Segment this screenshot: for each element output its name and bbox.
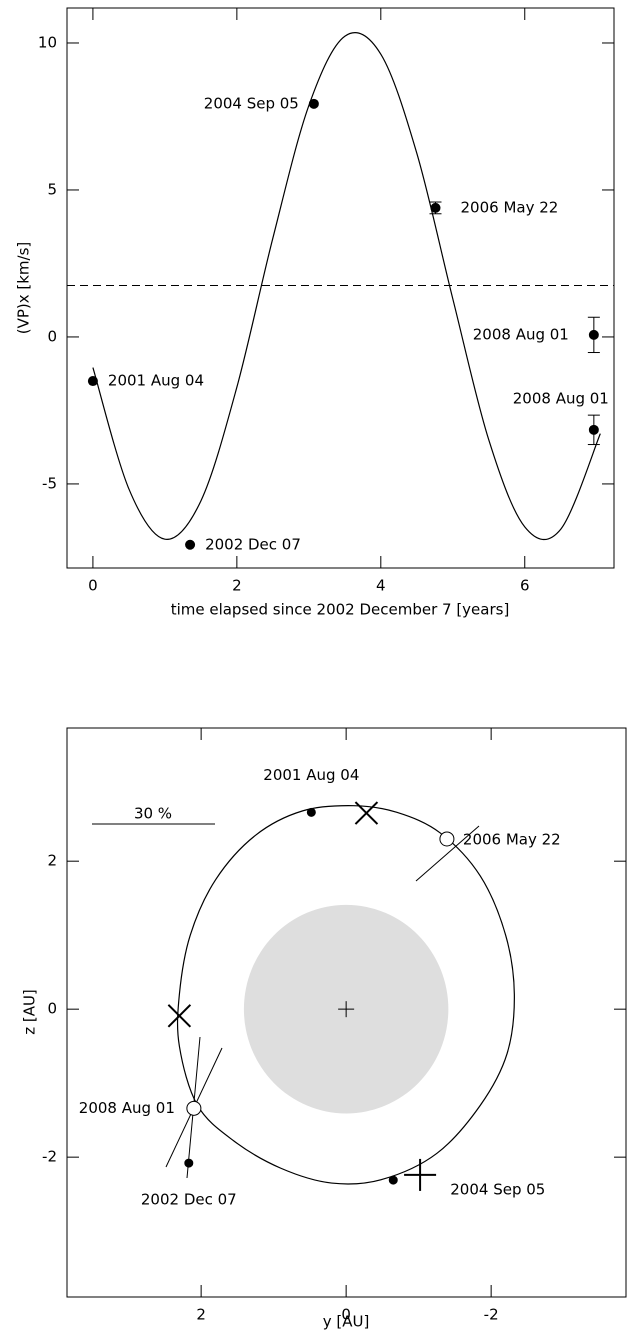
model-curve <box>92 32 601 541</box>
scale-label: 30 % <box>134 805 172 823</box>
data-point <box>588 424 599 435</box>
y-tick-label: -2 <box>42 1148 57 1166</box>
x-tick-label: -2 <box>484 1306 499 1324</box>
point-label: 2008 Aug 01 <box>473 325 569 343</box>
data-point <box>308 98 319 109</box>
x-tick-label: 2 <box>196 1306 206 1324</box>
cross-marker <box>167 1004 192 1028</box>
data-point <box>87 376 98 387</box>
point-label: 2001 Aug 04 <box>108 372 204 390</box>
x-tick-label: 0 <box>88 577 98 595</box>
x-tick-label: 6 <box>520 577 530 595</box>
cross-marker <box>354 801 379 825</box>
point-label: 2006 May 22 <box>461 198 559 216</box>
y-tick-label: 0 <box>47 1000 57 1018</box>
point-label: 2002 Dec 07 <box>141 1191 237 1209</box>
open-point <box>186 1100 202 1116</box>
point-label: 2001 Aug 04 <box>263 766 359 784</box>
point-label: 2002 Dec 07 <box>205 535 301 553</box>
point-label: 2006 May 22 <box>463 830 561 848</box>
x-tick-label: 4 <box>376 577 386 595</box>
data-point <box>185 539 196 550</box>
y-axis-label: z [AU] <box>21 989 39 1035</box>
x-tick-label: 2 <box>232 577 242 595</box>
data-point <box>306 807 316 817</box>
point-label: 2008 Aug 01 <box>513 389 609 407</box>
data-point <box>588 329 599 340</box>
open-point <box>439 831 455 847</box>
y-tick-label: 2 <box>47 852 57 870</box>
x-axis-label: y [AU] <box>323 1313 370 1331</box>
data-point <box>184 1158 194 1168</box>
y-axis-label: (VP)x [km/s] <box>15 242 33 335</box>
data-point <box>430 202 441 213</box>
data-point <box>388 1175 398 1185</box>
y-tick-label: 5 <box>47 180 57 198</box>
orbit <box>176 805 515 1185</box>
point-label: 2008 Aug 01 <box>79 1099 175 1117</box>
x-tick-label: 0 <box>341 1306 351 1324</box>
y-tick-label: 10 <box>38 33 57 51</box>
vector <box>415 825 480 882</box>
point-label: 2004 Sep 05 <box>204 94 299 112</box>
y-tick-label: 0 <box>47 327 57 345</box>
plot-frame <box>66 7 615 569</box>
y-tick-label: -5 <box>42 474 57 492</box>
x-axis-label: time elapsed since 2002 December 7 [year… <box>171 601 510 619</box>
point-label: 2004 Sep 05 <box>450 1181 545 1199</box>
